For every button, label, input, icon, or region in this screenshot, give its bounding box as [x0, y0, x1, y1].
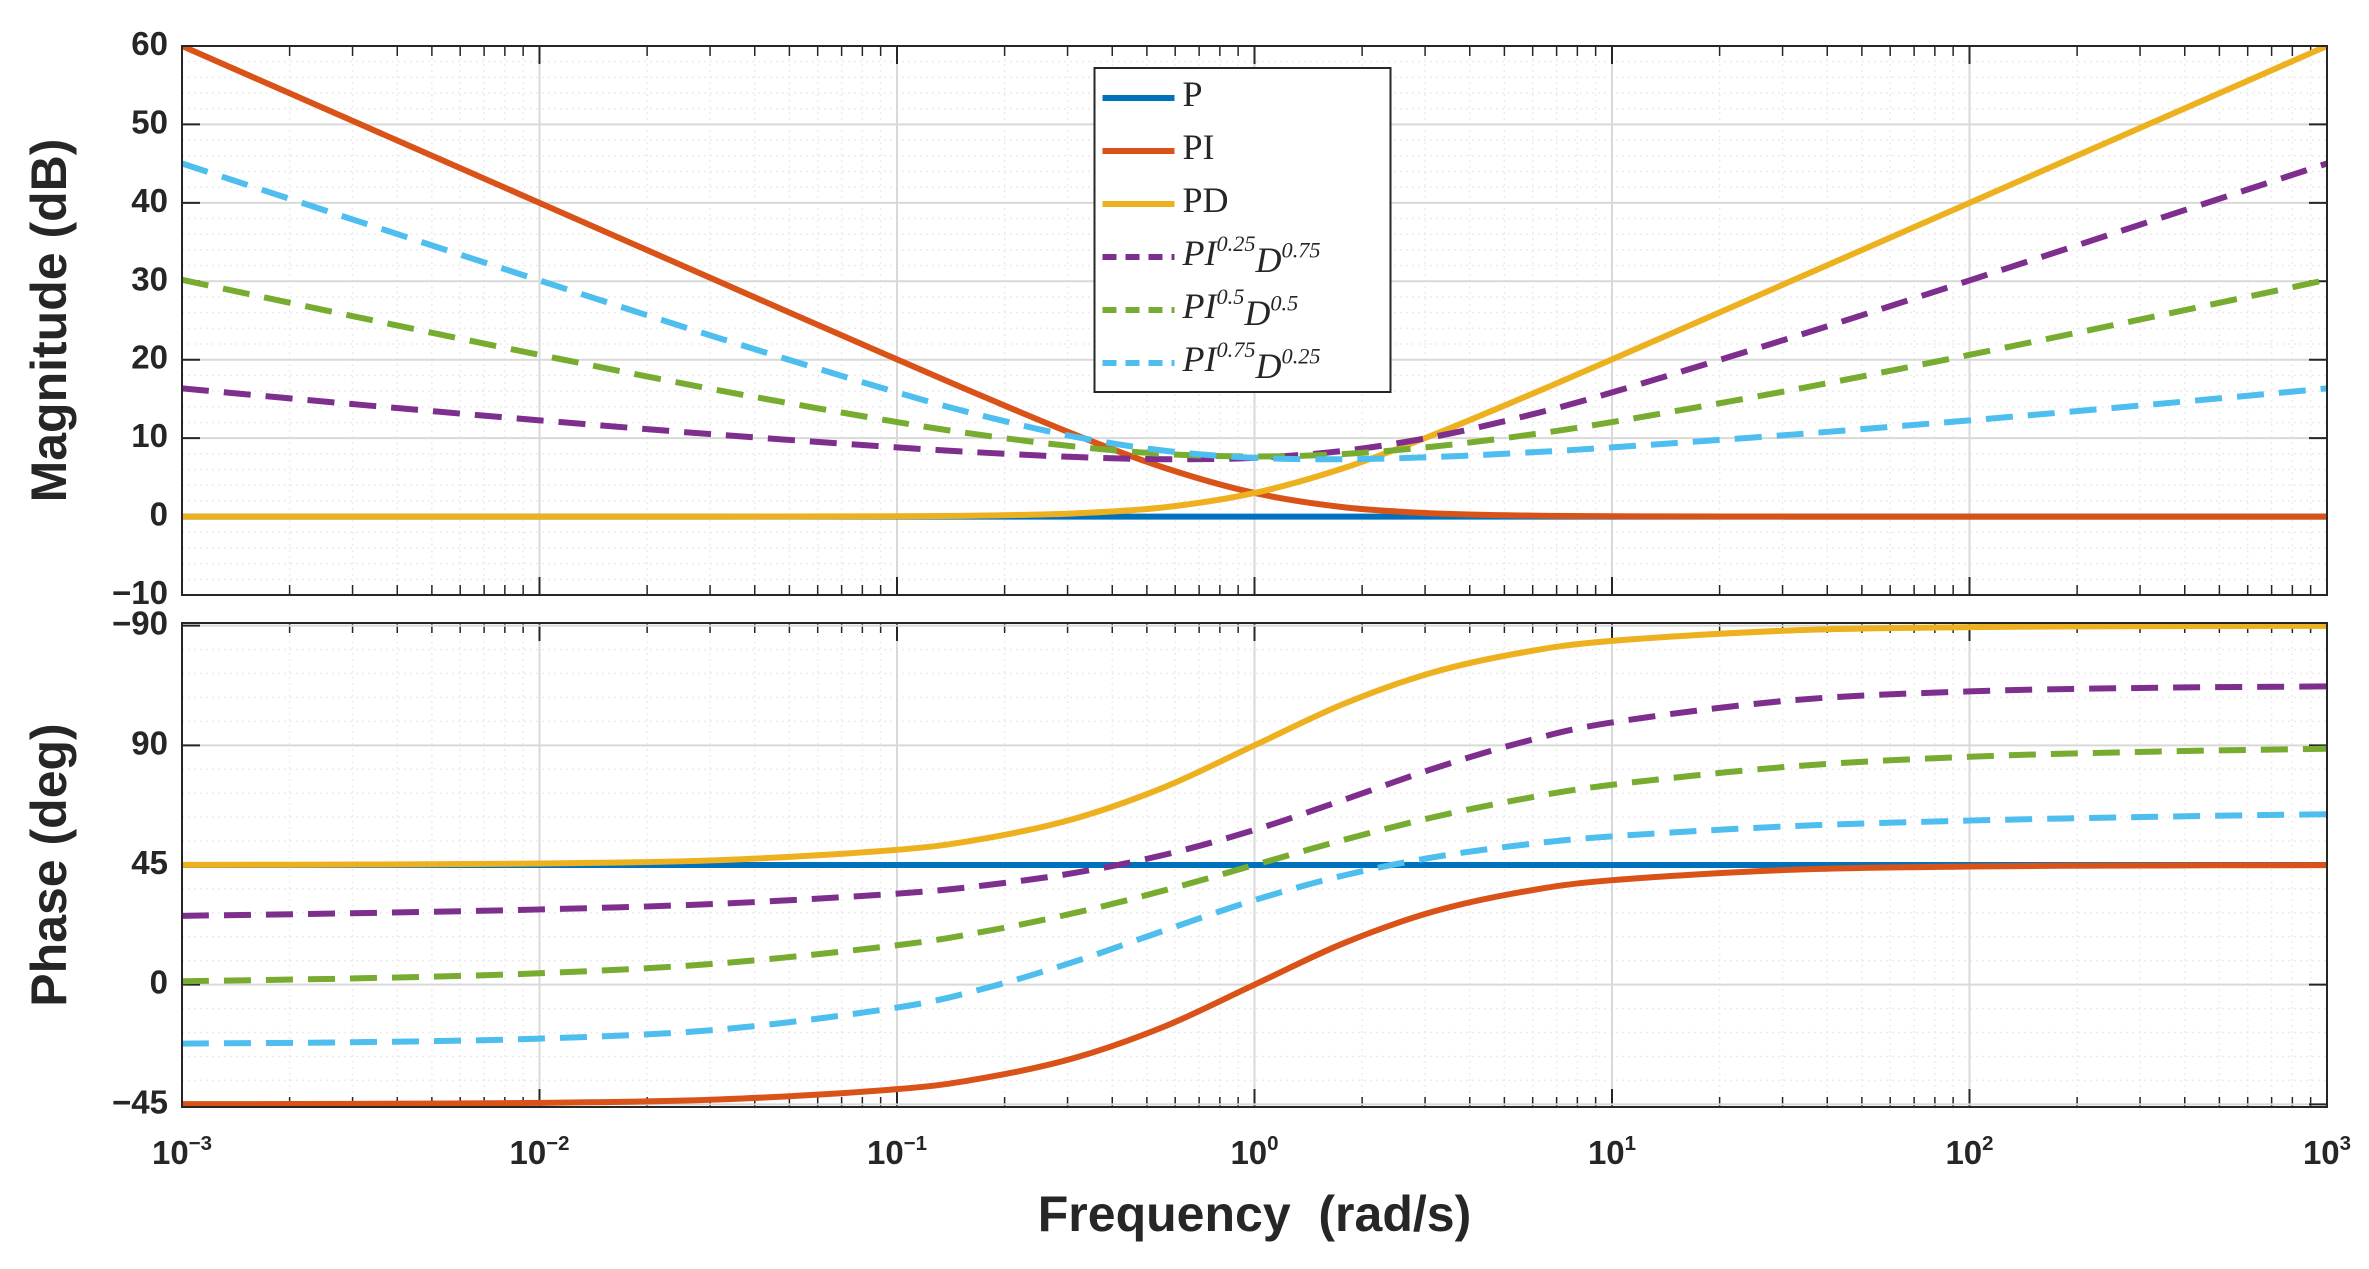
y-tick-label: 10 — [131, 417, 168, 454]
axes-box — [181, 622, 2328, 1108]
series-line — [182, 160, 2327, 463]
y-axis-label: Magnitude (dB) — [21, 139, 77, 503]
y-tick-label: 90 — [131, 724, 168, 761]
axes-box — [181, 45, 2328, 596]
y-tick-label: −90 — [112, 604, 168, 641]
y-tick-label: 30 — [131, 260, 168, 297]
x-tick-label: 101 — [1588, 1132, 1636, 1171]
series-line — [182, 46, 2327, 520]
y-tick-label: 40 — [131, 182, 168, 219]
y-tick-label: 50 — [131, 103, 168, 140]
x-tick-label: 100 — [1230, 1132, 1278, 1171]
x-tick-label: 102 — [1945, 1132, 1993, 1171]
legend-label: PI0.5D0.5 — [1182, 284, 1299, 333]
x-tick-label: 10−2 — [509, 1132, 569, 1171]
legend-label: P — [1183, 74, 1203, 114]
y-tick-label: 0 — [150, 495, 168, 532]
legend-label: PI0.75D0.25 — [1182, 337, 1321, 386]
legend-label: PI0.25D0.75 — [1182, 231, 1321, 280]
x-tick-label: 10−1 — [867, 1132, 927, 1171]
x-axis-label: Frequency (rad/s) — [1038, 1186, 1471, 1242]
y-tick-label: 20 — [131, 338, 168, 375]
legend-label: PI — [1183, 127, 1215, 167]
series-line — [182, 623, 2327, 868]
y-axis-label: Phase (deg) — [21, 723, 77, 1006]
series-line — [182, 276, 2327, 460]
series-line — [182, 862, 2327, 1107]
y-tick-label: −10 — [112, 574, 168, 611]
y-tick-label: 0 — [150, 963, 168, 1000]
legend-label: PD — [1183, 180, 1229, 220]
y-tick-label: −45 — [112, 1083, 168, 1120]
y-tick-label: 60 — [131, 25, 168, 62]
legend-box — [1093, 67, 1392, 393]
y-tick-label: 45 — [131, 844, 168, 881]
x-tick-label: 103 — [2303, 1132, 2351, 1171]
x-tick-label: 10−3 — [152, 1132, 212, 1171]
